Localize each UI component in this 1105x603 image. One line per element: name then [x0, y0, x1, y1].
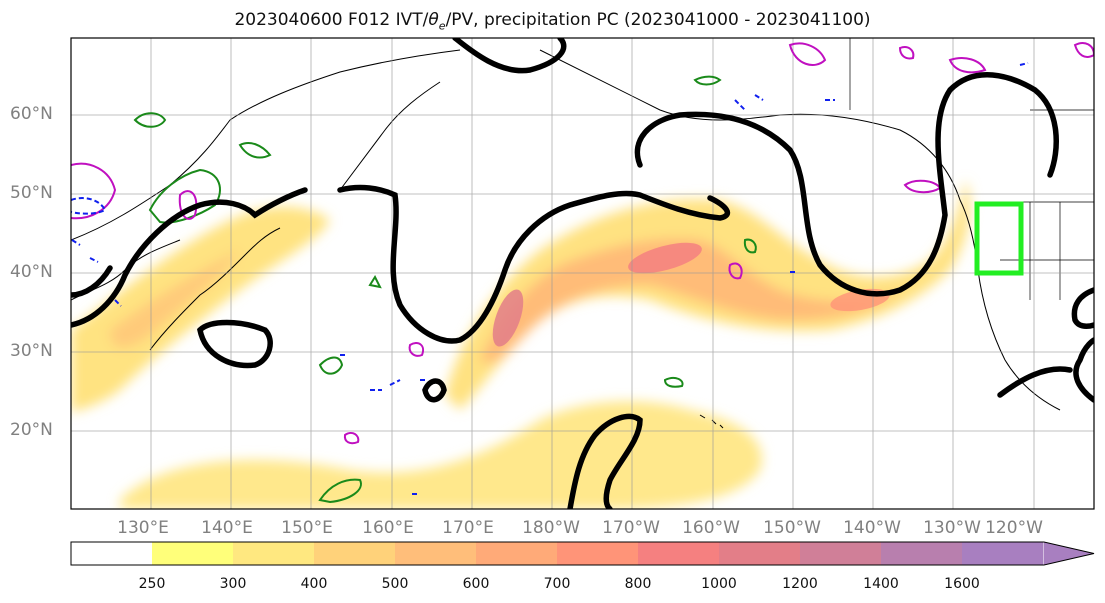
coast-north-america [977, 269, 1061, 411]
contour-alaska [634, 72, 1059, 297]
colorbar-extend-arrow [1044, 542, 1094, 565]
colorbar-segment [719, 542, 801, 565]
colorbar-segment [800, 542, 882, 565]
map-plot-area [71, 38, 1094, 509]
colorbar-tick: 600 [462, 576, 490, 592]
ivt-peak-180w [628, 242, 702, 274]
lat-label: 50°N [10, 183, 53, 203]
colorbar-tick: 1600 [944, 576, 980, 592]
colorbar-segment [233, 542, 315, 565]
colorbar [70, 541, 1095, 566]
contour-closed-japan [197, 319, 273, 369]
colorbar-segment [962, 542, 1044, 565]
ivt-plume-west-core [110, 250, 240, 348]
lon-label: 120°W [985, 518, 1043, 538]
colorbar-segment [395, 542, 477, 565]
lat-label: 60°N [10, 104, 53, 124]
contour-closed-small [422, 378, 447, 403]
colorbar-tick: 250 [138, 576, 166, 592]
colorbar-segment [152, 542, 234, 565]
contour-ridge-loop [452, 38, 567, 74]
colorbar-segment [881, 542, 963, 565]
colorbar-tick: 400 [300, 576, 328, 592]
lon-label: 180°W [522, 518, 580, 538]
pv-contours-blue [71, 62, 1029, 495]
contour-east-lower [997, 287, 1094, 403]
colorbar-tick: 1000 [701, 576, 737, 592]
contour-south [567, 413, 643, 509]
lon-label: 140°E [201, 518, 253, 538]
pv-contours-green [133, 75, 757, 504]
plot-frame [70, 37, 1095, 510]
lon-label: 150°W [763, 518, 821, 538]
contour-west [71, 187, 308, 328]
map-title: 2023040600 F012 IVT/θe/PV, precipitation… [234, 10, 871, 33]
colorbar-tick: 1200 [782, 576, 818, 592]
coast-kamchatka [339, 81, 441, 191]
colorbar-segment [638, 542, 720, 565]
lon-label: 130°E [117, 518, 169, 538]
ivt-contours-black [71, 38, 1094, 509]
colorbar-tick: 500 [381, 576, 409, 592]
ivt-plume-west [71, 206, 330, 412]
colorbar-segment [476, 542, 558, 565]
ivt-plume-main-core [480, 238, 900, 363]
lon-label: 160°E [362, 518, 414, 538]
colorbar-segment [557, 542, 639, 565]
colorbar-segments [152, 542, 1044, 565]
colorbar-tick: 800 [624, 576, 652, 592]
contour-trough [337, 184, 731, 344]
lon-label: 160°W [682, 518, 740, 538]
lat-label: 30°N [10, 341, 53, 361]
lon-label: 130°W [923, 518, 981, 538]
lon-label: 170°E [442, 518, 494, 538]
lon-label: 150°E [281, 518, 333, 538]
lon-label: 140°W [843, 518, 901, 538]
coast-japan [149, 227, 281, 351]
colorbar-tick: 1400 [863, 576, 899, 592]
lat-label: 20°N [10, 420, 53, 440]
colorbar-tick: 700 [543, 576, 571, 592]
target-box [974, 201, 1024, 276]
colorbar-tick: 300 [219, 576, 247, 592]
lat-label: 40°N [10, 262, 53, 282]
contour-west-upper [71, 265, 113, 298]
lon-label: 170°W [602, 518, 660, 538]
colorbar-segment [314, 542, 396, 565]
ivt-peak-170e [492, 289, 524, 347]
political-borders [849, 38, 1094, 300]
